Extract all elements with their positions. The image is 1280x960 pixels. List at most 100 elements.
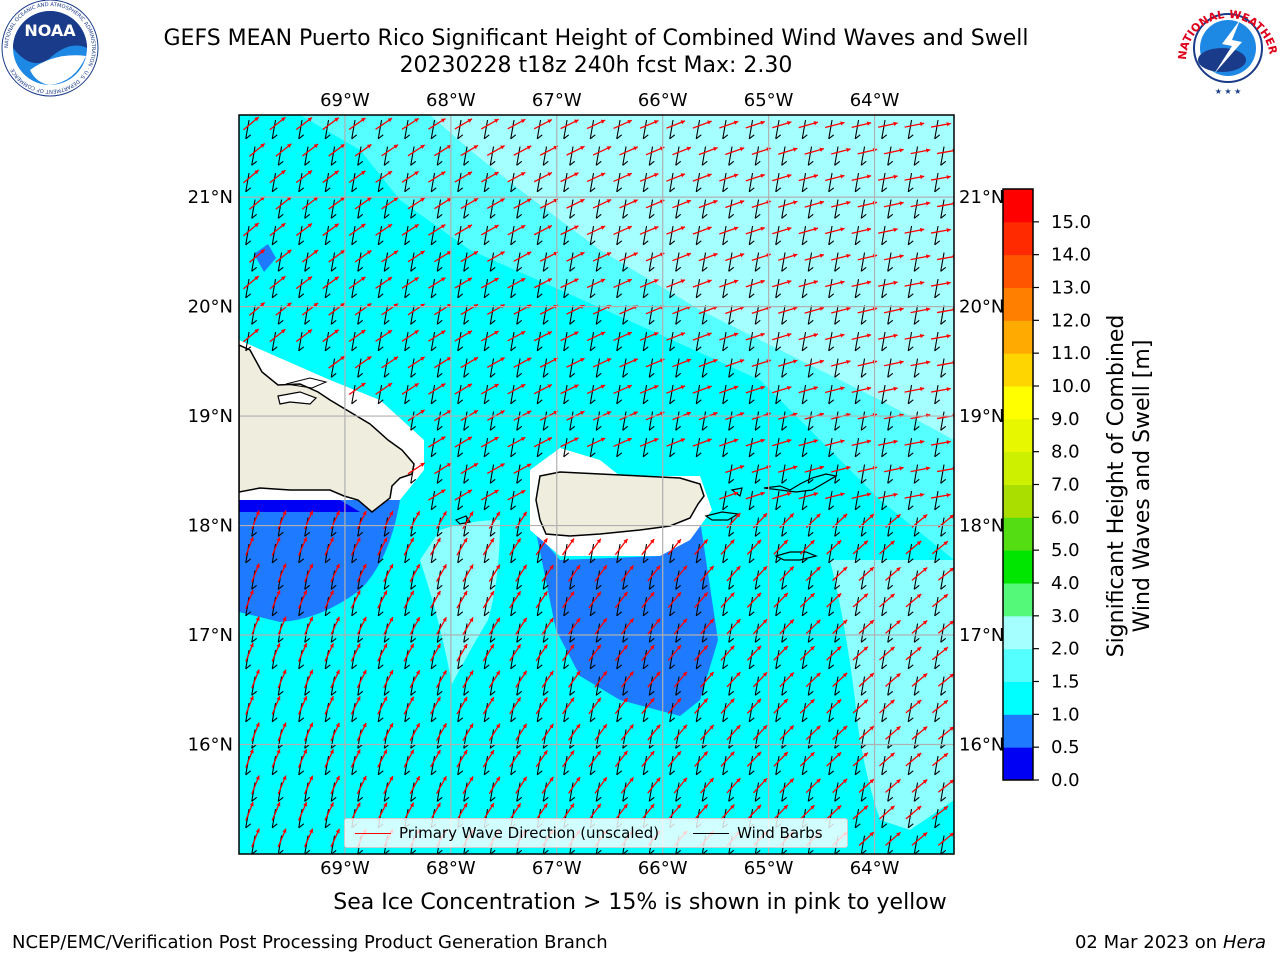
wind-barb [595, 252, 601, 272]
wind-barb-flag [383, 213, 390, 219]
wind-barb [642, 596, 648, 616]
wave-arrow-head [596, 591, 601, 597]
wind-barb [457, 490, 462, 510]
wind-barb [701, 623, 707, 643]
wind-barb [860, 729, 866, 749]
wind-barb-flag [828, 505, 835, 511]
wind-barb [304, 570, 309, 590]
wind-barb [483, 702, 489, 722]
wind-barb [510, 596, 515, 616]
wave-arrow-head [467, 436, 473, 441]
wind-barb-flag [775, 717, 782, 723]
wind-barb-flag [569, 584, 576, 590]
wind-barb [298, 172, 303, 192]
wave-arrow-head [549, 670, 554, 676]
wind-barb-flag [669, 240, 676, 246]
wind-barb [436, 570, 442, 590]
wind-barb-flag [463, 531, 470, 537]
wind-barb-flag [595, 584, 602, 590]
wave-arrow-head [863, 752, 868, 757]
wave-arrow-head [709, 618, 714, 624]
wind-barb [563, 596, 568, 616]
wave-arrow-head [436, 590, 441, 596]
wave-arrow-head [899, 201, 904, 206]
wind-barb [748, 119, 754, 139]
wind-barb-flag [516, 372, 523, 378]
wind-barb [404, 755, 409, 775]
wave-arrow-head [495, 670, 500, 676]
wave-arrow-head [522, 511, 527, 517]
wind-barb-flag [881, 399, 888, 405]
wind-barb-flag [457, 187, 464, 193]
colorbar-label-line2: Wind Waves and Swell [m] [1130, 339, 1155, 633]
wind-barb [775, 225, 780, 245]
wind-barb [781, 146, 786, 166]
wave-arrow-head [866, 333, 872, 338]
wind-barb [330, 782, 336, 802]
wind-barb [860, 676, 866, 696]
wave-arrow-head [520, 384, 526, 389]
wave-arrow-head [703, 698, 708, 703]
colorbar-segment [1003, 254, 1033, 288]
wind-barb [489, 517, 495, 537]
wind-barb-flag [330, 160, 337, 166]
wind-barb [569, 305, 574, 325]
wind-barb [324, 649, 330, 669]
wind-barb-flag [695, 399, 702, 405]
wind-barb [828, 437, 833, 457]
wind-barb-flag [377, 770, 384, 776]
wave-arrow-head [526, 145, 532, 150]
wind-barb [754, 358, 760, 378]
wind-barb [298, 808, 303, 828]
wave-arrow-head [440, 224, 446, 229]
wind-barb-flag [463, 160, 470, 166]
wind-barb [669, 649, 674, 669]
wind-barb [907, 172, 913, 192]
wave-arrow-head [463, 643, 468, 649]
wind-barb-flag [669, 293, 676, 299]
wind-barb [383, 623, 389, 643]
wind-barb-flag [940, 796, 947, 802]
wind-barb [834, 358, 839, 378]
wind-barb-flag [510, 399, 517, 405]
wind-barb [245, 331, 250, 351]
wind-barb-flag [510, 346, 517, 352]
wave-arrow-head [783, 698, 788, 704]
wind-barb [807, 464, 813, 484]
wave-arrow-head [949, 779, 954, 784]
wave-arrow-head [633, 358, 638, 363]
wind-barb-flag [357, 319, 364, 325]
wave-arrow-head [415, 564, 420, 569]
wind-barb-flag [828, 611, 835, 617]
colorbar-tick-label: 10.0 [1051, 376, 1091, 397]
wave-arrow-head [760, 120, 765, 125]
wind-barb-flag [510, 611, 517, 617]
wind-barb [510, 543, 515, 563]
wind-barb-flag [483, 717, 490, 723]
wind-barb-flag [642, 770, 649, 776]
wind-barb-flag [701, 266, 708, 272]
wave-arrow-head [600, 172, 606, 177]
wind-barb-flag [781, 531, 788, 537]
wave-arrow-head [420, 409, 425, 414]
wind-barb [887, 358, 892, 378]
wind-barb-flag [516, 584, 523, 590]
wind-barb-flag [828, 717, 835, 723]
wind-barb [934, 384, 939, 404]
wave-arrow-head [760, 173, 765, 178]
wind-barb [834, 199, 839, 219]
wind-barb [907, 278, 913, 298]
wave-arrow-head [596, 538, 601, 544]
wind-barb-flag [675, 372, 682, 378]
wave-arrow-head [707, 173, 712, 178]
wave-arrow-head [606, 199, 612, 204]
wave-arrow-head [260, 143, 265, 148]
wind-barb-flag [616, 187, 623, 193]
wind-barb-flag [754, 690, 761, 696]
wave-arrow-head [516, 803, 521, 808]
wave-arrow-head [313, 302, 319, 308]
wind-barb [463, 676, 468, 696]
wind-barb-flag [881, 611, 888, 617]
wind-barb-flag [304, 637, 311, 643]
wave-arrow-head [919, 333, 925, 339]
